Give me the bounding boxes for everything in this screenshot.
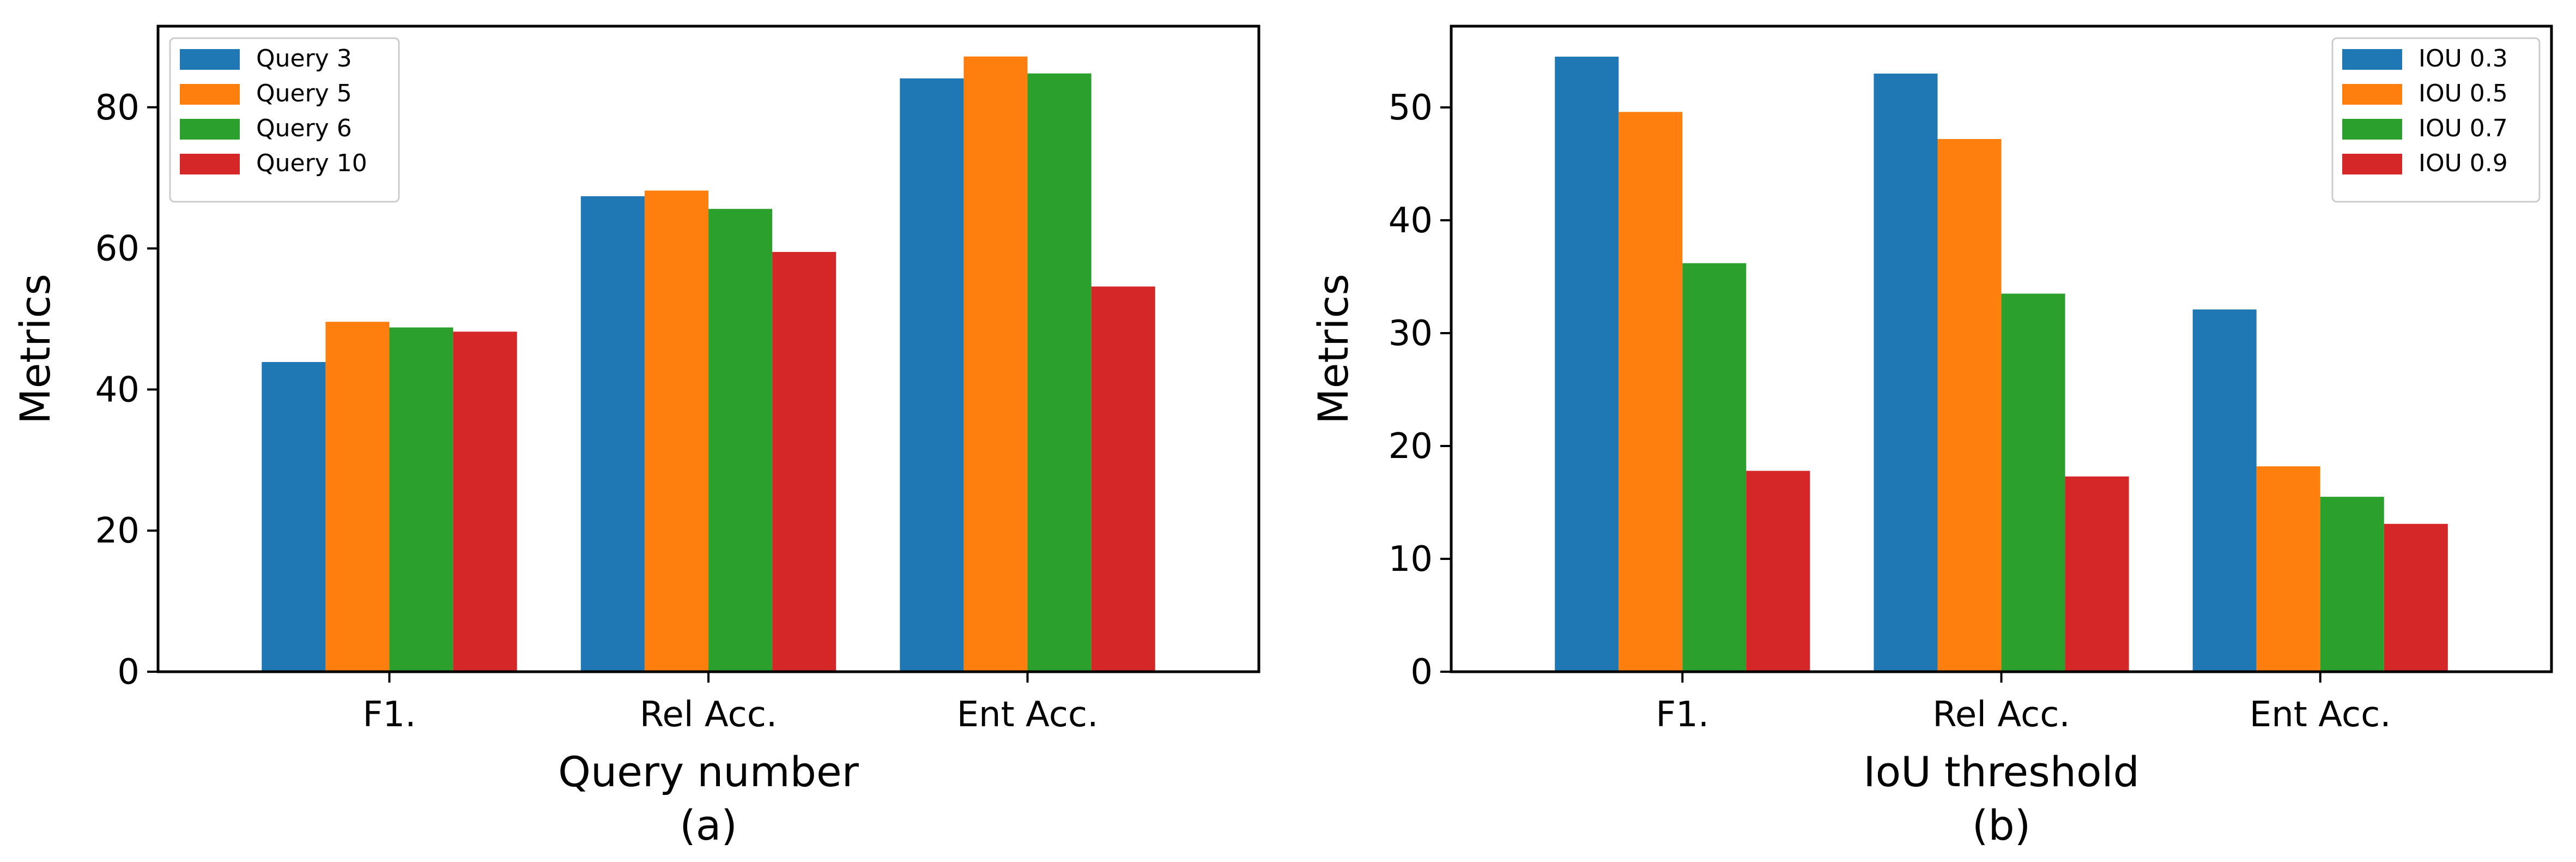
bar-query-6-0: [389, 327, 453, 672]
x-tick-label: F1.: [1656, 695, 1709, 735]
legend-swatch: [180, 154, 240, 174]
y-tick-label: 50: [1389, 88, 1433, 128]
bar-iou-0-7-2: [2320, 497, 2384, 672]
chart-panel-b: 0 10 20 30 40 50 F1. Rel Acc. Ent Acc. IoU thresh…: [1309, 25, 2553, 849]
y-tick-label: 10: [1389, 539, 1433, 580]
legend-label: Query 6: [256, 114, 352, 142]
y-tick-label: 40: [1389, 201, 1433, 241]
bar-iou-0-9-2: [2384, 523, 2448, 672]
legend: Query 3 Query 5 Query 6 Query 10: [169, 37, 400, 203]
legend-label: Query 10: [256, 149, 367, 177]
legend-swatch: [2342, 84, 2402, 105]
bar-query-3-1: [580, 196, 645, 672]
x-tick-label: F1.: [363, 695, 416, 735]
bar-query-10-2: [1091, 286, 1155, 672]
x-tick-label: Ent Acc.: [957, 695, 1099, 735]
legend-label: IOU 0.5: [2419, 80, 2508, 107]
bar-query-6-1: [708, 209, 773, 672]
legend: IOU 0.3 IOU 0.5 IOU 0.7 IOU 0.9: [2331, 37, 2541, 203]
y-axis-label: Metrics: [1309, 274, 1357, 424]
panel-caption: (b): [1972, 801, 2031, 849]
legend-swatch: [180, 84, 240, 105]
bar-iou-0-9-0: [1746, 471, 1810, 672]
bar-query-10-1: [772, 252, 837, 672]
y-tick-label: 30: [1389, 314, 1433, 354]
bar-iou-0-5-2: [2256, 466, 2320, 672]
bar-query-3-0: [262, 361, 326, 672]
legend-swatch: [2342, 154, 2402, 174]
bar-iou-0-3-0: [1555, 56, 1619, 672]
y-tick-label: 60: [95, 229, 140, 269]
y-tick-label: 0: [117, 652, 140, 692]
x-tick-label: Rel Acc.: [1932, 695, 2070, 735]
bar-iou-0-3-2: [2192, 309, 2257, 672]
y-tick-label: 20: [1389, 426, 1433, 467]
x-axis-label: Query number: [558, 748, 859, 796]
bar-iou-0-9-1: [2065, 476, 2129, 672]
x-tick-label: Rel Acc.: [640, 695, 777, 735]
legend-label: IOU 0.3: [2419, 45, 2508, 73]
panel-caption: (a): [680, 801, 737, 849]
bar-query-5-0: [325, 322, 390, 672]
x-tick-label: Ent Acc.: [2250, 695, 2391, 735]
y-tick-label: 40: [95, 370, 140, 410]
y-axis-label: Metrics: [11, 274, 59, 424]
bar-query-3-2: [900, 78, 964, 672]
legend-swatch: [180, 49, 240, 70]
legend-label: IOU 0.9: [2419, 149, 2508, 177]
legend-label: Query 3: [256, 45, 352, 73]
legend-label: Query 5: [256, 80, 352, 107]
bar-iou-0-5-0: [1619, 112, 1683, 672]
legend-swatch: [2342, 119, 2402, 140]
y-tick-label: 80: [95, 88, 140, 128]
bar-query-6-2: [1027, 73, 1092, 672]
legend-swatch: [180, 119, 240, 140]
bar-iou-0-5-1: [1937, 138, 2002, 672]
bar-iou-0-7-1: [2001, 293, 2065, 672]
bar-query-5-1: [644, 190, 708, 672]
chart-panel-a: 0 20 40 60 80 F1. Rel Acc. Ent Acc. Query number…: [11, 25, 1260, 849]
legend-label: IOU 0.7: [2419, 114, 2508, 142]
bar-query-5-2: [963, 56, 1028, 672]
y-tick-label: 0: [1410, 652, 1433, 692]
bar-iou-0-3-1: [1874, 73, 1938, 672]
bar-iou-0-7-0: [1682, 263, 1747, 672]
legend-swatch: [2342, 49, 2402, 70]
bar-query-10-0: [453, 331, 517, 672]
x-axis-label: IoU threshold: [1863, 748, 2139, 796]
y-tick-label: 20: [95, 511, 140, 551]
